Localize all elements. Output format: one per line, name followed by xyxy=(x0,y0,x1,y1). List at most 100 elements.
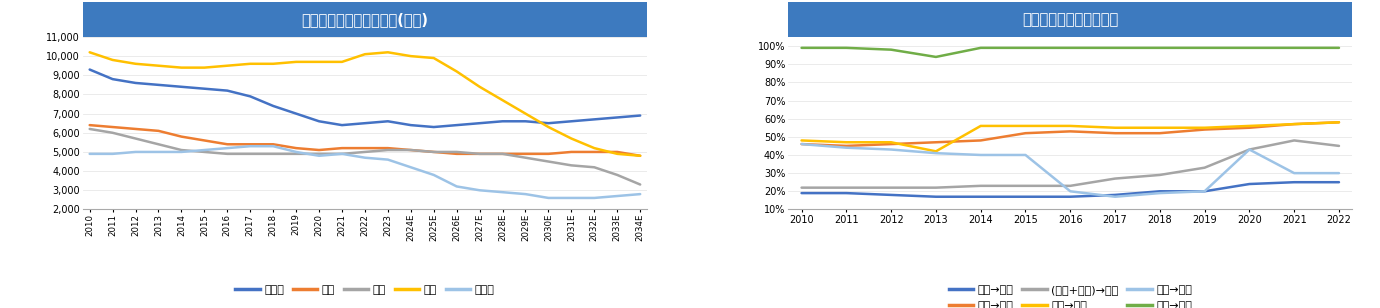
普本→硕士 xyxy=(1063,195,1079,199)
本专科 xyxy=(632,114,649,117)
初中 xyxy=(425,150,442,154)
小学 xyxy=(150,64,167,67)
幼儿园 xyxy=(265,144,282,148)
(普高+中职)→专科 xyxy=(1286,139,1303,142)
初中→普高 xyxy=(1330,120,1347,124)
幼儿园 xyxy=(105,152,121,156)
普本→硕士 xyxy=(1151,189,1167,193)
高中 xyxy=(265,142,282,146)
普本→硕士 xyxy=(838,191,854,195)
初中 xyxy=(196,150,213,154)
普本→硕士 xyxy=(973,195,989,199)
初中 xyxy=(241,152,258,156)
高中 xyxy=(380,146,396,150)
小学 xyxy=(172,66,189,70)
初中→中职 xyxy=(838,146,854,150)
小学→初中 xyxy=(1107,46,1123,50)
小学→初中 xyxy=(1063,46,1079,50)
(普高+中职)→专科 xyxy=(1151,173,1167,177)
幼儿园 xyxy=(172,150,189,154)
Legend: 普本→硕士, 普高→普本, (普高+中职)→专科, 初中→普高, 初中→中职, 小学→初中: 普本→硕士, 普高→普本, (普高+中职)→专科, 初中→普高, 初中→中职, … xyxy=(944,281,1196,308)
小学 xyxy=(310,60,327,64)
本专科 xyxy=(105,77,121,81)
本专科 xyxy=(472,121,489,125)
初中→中职 xyxy=(1286,171,1303,175)
幼儿园 xyxy=(310,154,327,158)
幼儿园 xyxy=(586,196,603,200)
幼儿园 xyxy=(288,150,305,154)
普本→硕士 xyxy=(927,195,944,199)
初中→中职 xyxy=(1063,189,1079,193)
高中 xyxy=(563,150,580,154)
初中→普高 xyxy=(1063,124,1079,128)
Line: 幼儿园: 幼儿园 xyxy=(90,146,640,198)
本专科 xyxy=(288,112,305,116)
普高→普本 xyxy=(1063,130,1079,133)
普本→硕士 xyxy=(1107,193,1123,197)
本专科 xyxy=(150,83,167,87)
小学→初中 xyxy=(883,48,900,51)
幼儿园 xyxy=(518,192,534,196)
普本→硕士 xyxy=(1241,182,1257,186)
本专科 xyxy=(448,123,465,127)
普高→普本 xyxy=(927,140,944,144)
高中 xyxy=(356,146,373,150)
(普高+中职)→专科 xyxy=(883,186,900,189)
普高→普本 xyxy=(1151,131,1167,135)
本专科 xyxy=(265,104,282,108)
初中 xyxy=(81,127,98,131)
本专科 xyxy=(172,85,189,89)
幼儿园 xyxy=(540,196,556,200)
初中 xyxy=(518,156,534,160)
(普高+中职)→专科 xyxy=(838,186,854,189)
普本→硕士 xyxy=(793,191,810,195)
高中 xyxy=(241,142,258,146)
普高→普本 xyxy=(973,139,989,142)
幼儿园 xyxy=(448,184,465,188)
初中→普高 xyxy=(973,124,989,128)
普高→普本 xyxy=(1330,120,1347,124)
普高→普本 xyxy=(793,142,810,146)
初中→中职 xyxy=(1196,189,1213,193)
普高→普本 xyxy=(1241,126,1257,130)
幼儿园 xyxy=(196,148,213,152)
高中 xyxy=(540,152,556,156)
Line: 小学→初中: 小学→初中 xyxy=(802,48,1339,57)
(普高+中职)→专科 xyxy=(1241,148,1257,151)
幼儿园 xyxy=(380,158,396,161)
小学 xyxy=(494,98,511,102)
小学 xyxy=(241,62,258,66)
普本→硕士 xyxy=(1286,180,1303,184)
高中 xyxy=(586,150,603,154)
初中 xyxy=(403,148,420,152)
小学→初中 xyxy=(1017,46,1034,50)
初中→普高 xyxy=(838,140,854,144)
初中→中职 xyxy=(1107,195,1123,199)
初中→中职 xyxy=(927,151,944,155)
小学→初中 xyxy=(1151,46,1167,50)
(普高+中职)→专科 xyxy=(1196,166,1213,169)
初中 xyxy=(632,183,649,186)
高中 xyxy=(81,123,98,127)
小学→初中 xyxy=(1196,46,1213,50)
高中 xyxy=(403,148,420,152)
小学→初中 xyxy=(1286,46,1303,50)
小学 xyxy=(105,58,121,62)
初中 xyxy=(472,152,489,156)
本专科 xyxy=(609,116,625,119)
初中 xyxy=(540,160,556,163)
小学 xyxy=(380,51,396,54)
Legend: 本专科, 高中, 初中, 小学, 幼儿园: 本专科, 高中, 初中, 小学, 幼儿园 xyxy=(230,281,500,299)
初中 xyxy=(609,173,625,177)
初中 xyxy=(150,142,167,146)
初中→普高 xyxy=(1017,124,1034,128)
高中 xyxy=(150,129,167,133)
(普高+中职)→专科 xyxy=(927,186,944,189)
Line: 本专科: 本专科 xyxy=(90,70,640,127)
小学 xyxy=(265,62,282,66)
高中 xyxy=(632,154,649,158)
初中→普高 xyxy=(1196,126,1213,130)
小学 xyxy=(81,51,98,54)
幼儿园 xyxy=(334,152,351,156)
高中 xyxy=(472,152,489,156)
